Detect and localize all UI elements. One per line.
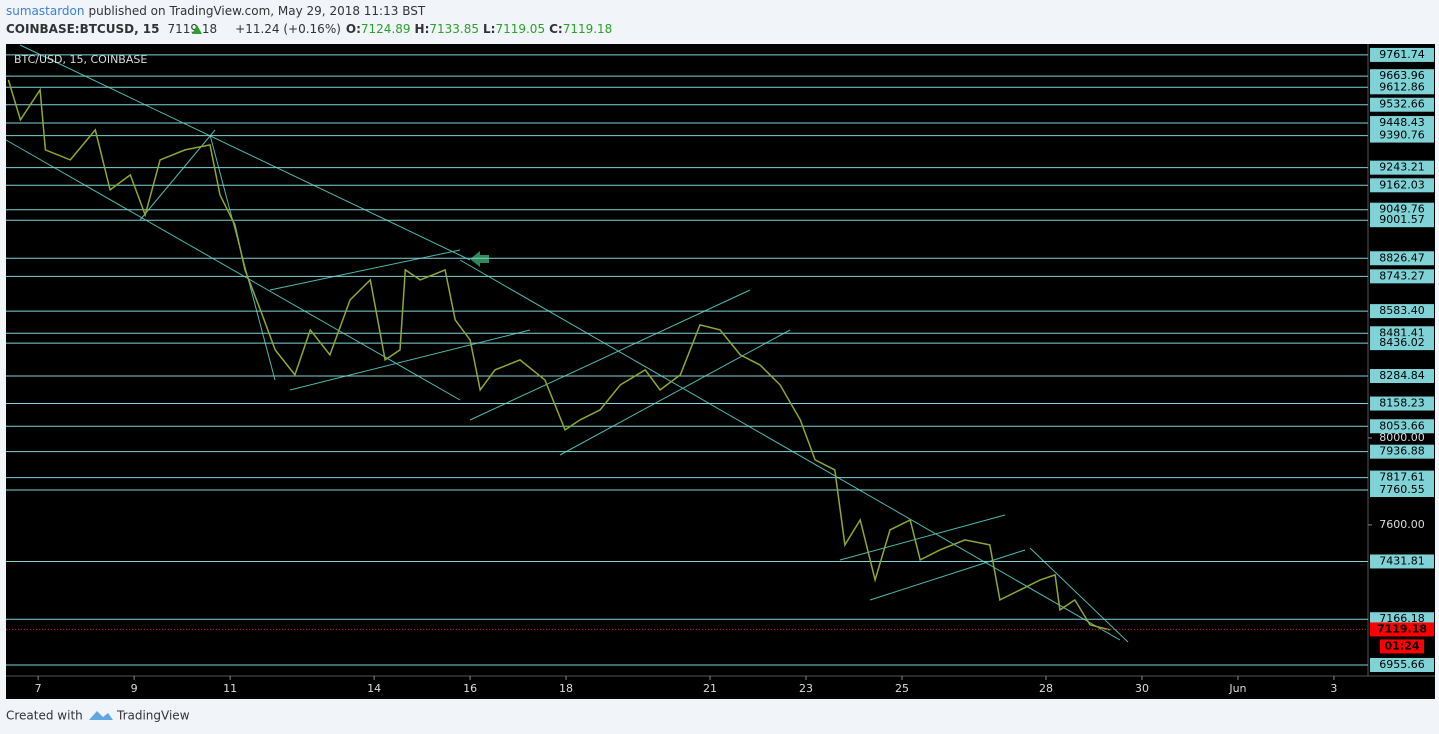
- level-label-box: [1370, 336, 1434, 351]
- x-tick-label: Jun: [1228, 682, 1246, 695]
- level-label-box: [1370, 444, 1434, 459]
- level-label-box: [1370, 80, 1434, 95]
- level-label: 9612.86: [1379, 80, 1425, 93]
- up-triangle: [192, 25, 202, 34]
- level-label-box: [1370, 116, 1434, 131]
- arrow-marker: [470, 251, 489, 267]
- open: 7124.89: [361, 22, 411, 36]
- trend-line: [19, 44, 471, 261]
- level-label: 8436.02: [1379, 336, 1425, 349]
- l-label: L:: [483, 22, 495, 36]
- level-label-box: [1370, 69, 1434, 84]
- countdown-box: [1380, 639, 1424, 654]
- plot-background: [6, 44, 1435, 699]
- quote-line: COINBASE:BTCUSD, 15 7119.18 +11.24 (+0.16%…: [6, 22, 612, 36]
- level-label-box: [1370, 554, 1434, 569]
- level-label-box: [1370, 213, 1434, 228]
- level-label: 7166.18: [1379, 612, 1425, 625]
- x-tick-label: 28: [1039, 682, 1053, 695]
- trend-line: [269, 249, 461, 291]
- chart-title: BTC/USD, 15, COINBASE: [14, 53, 147, 66]
- x-tick-label: 30: [1135, 682, 1149, 695]
- countdown: 01:24: [1384, 639, 1419, 652]
- last-price-label: 7119.18: [1377, 622, 1427, 635]
- x-tick-label: 16: [463, 682, 477, 695]
- level-label: 9162.03: [1379, 178, 1425, 191]
- level-label: 9001.57: [1379, 213, 1425, 226]
- level-label: 6955.66: [1379, 658, 1425, 671]
- level-label-box: [1370, 251, 1434, 266]
- level-label: 8481.41: [1379, 326, 1425, 339]
- level-label: 9390.76: [1379, 129, 1425, 142]
- x-tick-label: 9: [131, 682, 138, 695]
- x-tick-label: 7: [35, 682, 42, 695]
- y-tick-label: 8000.00: [1379, 431, 1425, 444]
- y-tick-label: 7600.00: [1379, 518, 1425, 531]
- level-label-box: [1370, 178, 1434, 193]
- level-label: 9761.74: [1379, 48, 1425, 61]
- h-label: H:: [415, 22, 430, 36]
- x-tick-label: 3: [1330, 682, 1337, 695]
- close: 7119.18: [563, 22, 613, 36]
- price: 7119.18: [168, 22, 218, 36]
- level-label: 9049.76: [1379, 203, 1425, 216]
- trend-line: [839, 514, 1006, 561]
- level-label: 9243.21: [1379, 161, 1425, 174]
- level-label: 9663.96: [1379, 69, 1425, 82]
- high: 7133.85: [429, 22, 479, 36]
- low: 7119.05: [495, 22, 545, 36]
- header-line: sumastardon published on TradingView.com,…: [6, 4, 426, 18]
- author[interactable]: sumastardon: [6, 4, 85, 18]
- trend-line: [1029, 547, 1129, 643]
- brand-logo: [89, 711, 113, 720]
- level-label-box: [1370, 470, 1434, 485]
- x-tick-label: 11: [223, 682, 237, 695]
- level-label-box: [1370, 304, 1434, 319]
- level-label: 8743.27: [1379, 269, 1425, 282]
- level-label-box: [1370, 269, 1434, 284]
- level-label-box: [1370, 419, 1434, 434]
- level-label: 8053.66: [1379, 419, 1425, 432]
- price-line: [7, 79, 1110, 631]
- published: published on TradingView.com, May 29, 20…: [89, 4, 426, 18]
- level-label: 7431.81: [1379, 554, 1425, 567]
- level-label: 7760.55: [1379, 483, 1425, 496]
- level-label: 9532.66: [1379, 98, 1425, 111]
- x-tick-label: 25: [895, 682, 909, 695]
- symbol: COINBASE:BTCUSD, 15: [6, 22, 160, 36]
- footer-created: Created with: [6, 709, 83, 723]
- last-price-box: [1370, 622, 1434, 637]
- level-label-box: [1370, 396, 1434, 411]
- trend-line: [869, 549, 1026, 601]
- footer-brand[interactable]: TradingView: [116, 709, 190, 723]
- level-label: 7817.61: [1379, 471, 1425, 484]
- level-label-box: [1370, 369, 1434, 384]
- level-label-box: [1370, 97, 1434, 112]
- o-label: O:: [346, 22, 361, 36]
- level-label: 8826.47: [1379, 251, 1425, 264]
- level-label: 8158.23: [1379, 397, 1425, 410]
- level-label-box: [1370, 128, 1434, 143]
- trend-line: [289, 329, 531, 391]
- trend-line: [469, 289, 751, 421]
- level-label: 8583.40: [1379, 304, 1425, 317]
- trend-line: [139, 129, 216, 221]
- level-label: 9448.43: [1379, 116, 1425, 129]
- change: +11.24 (+0.16%): [235, 22, 341, 36]
- trend-line: [559, 329, 791, 456]
- level-label-box: [1370, 482, 1434, 497]
- level-label: 8284.84: [1379, 369, 1425, 382]
- x-tick-label: 23: [799, 682, 813, 695]
- x-tick-label: 21: [703, 682, 717, 695]
- c-label: C:: [549, 22, 563, 36]
- level-label-box: [1370, 160, 1434, 175]
- trend-line: [459, 259, 1121, 641]
- level-label: 7936.88: [1379, 445, 1425, 458]
- level-label-box: [1370, 47, 1434, 62]
- x-tick-label: 14: [367, 682, 381, 695]
- level-label-box: [1370, 657, 1434, 672]
- x-tick-label: 18: [559, 682, 573, 695]
